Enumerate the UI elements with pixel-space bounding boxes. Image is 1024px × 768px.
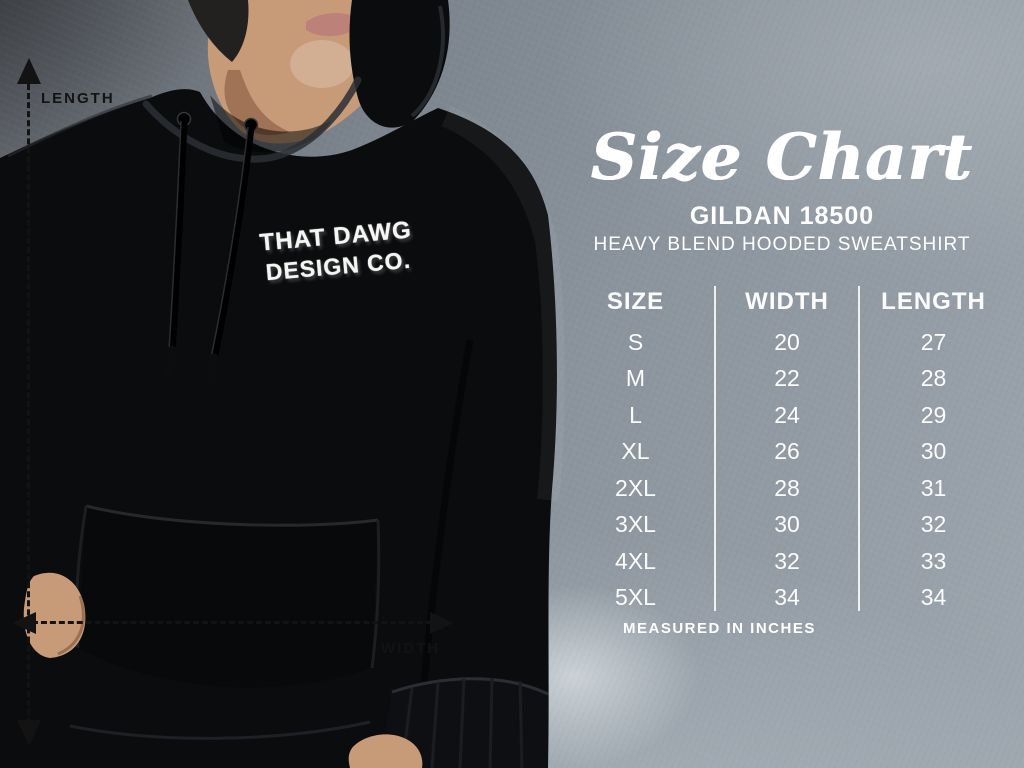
table-row: 3XL 30 32 <box>556 507 1008 544</box>
sleeve-seam <box>420 339 474 683</box>
hem-seam <box>69 720 371 740</box>
column-header-width: WIDTH <box>745 288 829 315</box>
cuff-ribs <box>400 677 524 768</box>
pocket-body <box>78 506 378 688</box>
thumb-shading <box>57 595 85 656</box>
length-measure-line <box>27 84 30 724</box>
width-cell: 22 <box>774 365 800 392</box>
column-divider-2 <box>858 286 860 611</box>
drawstring-right-aglet <box>206 353 219 385</box>
table-row: 5XL 34 34 <box>556 580 1008 617</box>
length-arrow-down-icon <box>17 720 41 746</box>
width-cell: 34 <box>774 584 800 611</box>
pocket-side-seam-right <box>370 519 381 669</box>
drawstring-right <box>210 123 255 364</box>
table-row: S 20 27 <box>556 324 1008 361</box>
drawstring-left-aglet <box>165 345 177 377</box>
size-cell: S <box>627 328 644 355</box>
length-cell: 27 <box>920 328 947 355</box>
size-cell: 5XL <box>615 584 656 611</box>
size-table-body: S 20 27 M 22 28 L 24 29 <box>556 324 1008 616</box>
width-cell: 30 <box>774 511 800 538</box>
length-cell: 29 <box>920 401 947 428</box>
width-cell: 26 <box>774 438 800 465</box>
size-cell: XL <box>621 438 650 465</box>
size-cell: L <box>629 401 642 428</box>
length-cell: 28 <box>920 365 947 392</box>
width-cell: 28 <box>774 474 800 501</box>
shoulder-sheen-right <box>441 105 565 502</box>
width-cell: 20 <box>774 328 800 355</box>
drawstring-left <box>168 117 188 356</box>
size-chart-panel: Size Chart GILDAN 18500 HEAVY BLEND HOOD… <box>556 94 1008 668</box>
lips <box>306 13 364 37</box>
hood-back <box>349 0 450 128</box>
column-header-length: LENGTH <box>881 288 986 315</box>
length-cell: 32 <box>920 511 947 538</box>
length-measure-label: LENGTH <box>41 90 115 107</box>
neck-shadow <box>224 70 290 136</box>
size-cell: 2XL <box>615 474 656 501</box>
cuff-edge <box>391 677 549 696</box>
length-cell: 34 <box>920 584 947 611</box>
width-measure-label: WIDTH <box>381 640 441 657</box>
drawstring-right-highlight <box>210 126 249 359</box>
table-row: L 24 29 <box>556 397 1008 434</box>
size-table-header: SIZE WIDTH LENGTH <box>556 280 1008 324</box>
width-measure-line <box>32 621 432 624</box>
pocket-top-seam <box>85 504 379 527</box>
size-cell: 3XL <box>615 511 656 538</box>
units-note: MEASURED IN INCHES <box>623 620 816 637</box>
width-cell: 32 <box>774 547 800 574</box>
length-cell: 33 <box>920 547 947 574</box>
table-row: 4XL 32 33 <box>556 543 1008 580</box>
width-cell: 24 <box>774 401 800 428</box>
brand-name: GILDAN 18500 <box>689 202 875 230</box>
width-arrow-right-icon <box>430 612 454 634</box>
size-cell: 4XL <box>615 547 656 574</box>
hair-edge <box>188 0 249 62</box>
hood-collar-shadow <box>210 95 332 153</box>
length-cell: 31 <box>920 474 947 501</box>
length-arrow-up-icon <box>17 58 41 84</box>
size-cell: M <box>625 365 646 392</box>
hoodie-silhouette <box>0 89 557 768</box>
left-hand-thumb <box>23 572 86 658</box>
column-header-size: SIZE <box>606 288 665 315</box>
table-row: 2XL 28 31 <box>556 470 1008 507</box>
chin-highlight <box>290 40 354 88</box>
sleeve-cuff <box>380 678 548 768</box>
width-arrow-left-icon <box>12 612 36 634</box>
right-hand <box>348 734 423 768</box>
size-chart-title: Size Chart <box>590 120 974 195</box>
column-divider-1 <box>714 286 716 611</box>
size-table: SIZE WIDTH LENGTH S 20 27 M 22 28 <box>556 280 1008 616</box>
table-row: M 22 28 <box>556 361 1008 398</box>
drawstring-left-highlight <box>168 120 182 351</box>
length-cell: 30 <box>920 438 947 465</box>
product-name: HEAVY BLEND HOODED SWEATSHIRT <box>593 234 971 255</box>
shoulder-seam-left <box>7 94 153 158</box>
hood-back-edge <box>410 5 445 118</box>
table-row: XL 26 30 <box>556 434 1008 471</box>
